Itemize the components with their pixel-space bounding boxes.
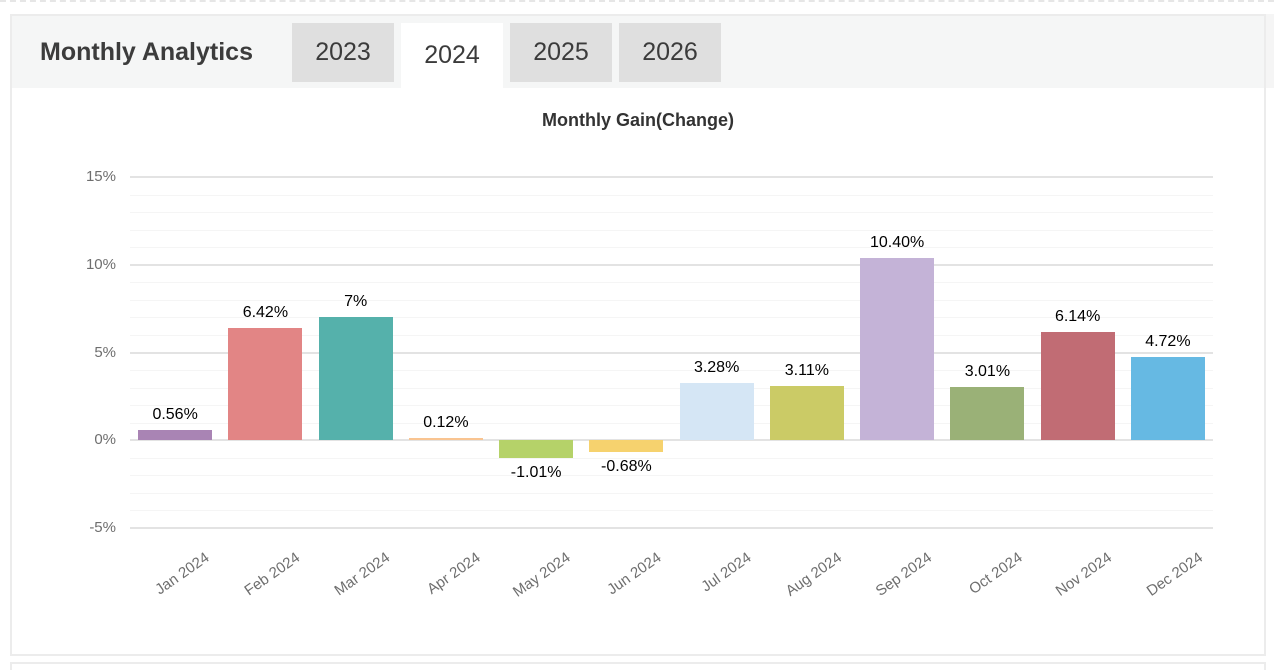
bar-apr-2024[interactable]: [408, 438, 483, 441]
x-axis-label: Dec 2024: [1143, 549, 1206, 600]
gridline-major: [130, 176, 1213, 178]
data-label: 10.40%: [869, 233, 925, 251]
data-label: 3.28%: [693, 358, 740, 376]
gridline-minor: [130, 405, 1213, 407]
gridline-minor: [130, 299, 1213, 301]
y-axis-label: 10%: [85, 255, 116, 273]
gridline-minor: [130, 370, 1213, 372]
y-axis-label: -5%: [89, 519, 116, 536]
data-label: -0.68%: [601, 458, 652, 476]
tab-2023[interactable]: 2023: [292, 23, 394, 82]
gridline-major: [130, 351, 1213, 354]
monthly-analytics-panel: Monthly Analytics 2023 2024 2025 2026 Mo…: [10, 14, 1266, 656]
bar-aug-2024[interactable]: [769, 385, 844, 441]
chart-title: Monthly Gain(Change): [542, 110, 734, 130]
gridline-minor: [130, 317, 1213, 319]
bar-dec-2024[interactable]: [1130, 357, 1205, 441]
gridline-major: [130, 527, 1213, 529]
gridline-minor: [130, 334, 1213, 336]
gridline-minor: [130, 457, 1213, 459]
bar-feb-2024[interactable]: [228, 327, 303, 441]
data-label: -1.01%: [510, 463, 562, 481]
data-label: 3.01%: [964, 363, 1011, 381]
gridline-minor: [130, 282, 1213, 284]
top-dashed-border: [0, 0, 1274, 2]
data-label: 6.42%: [242, 303, 289, 321]
x-axis-label: Nov 2024: [1053, 549, 1116, 600]
data-label: 0.12%: [423, 414, 469, 432]
monthly-gain-chart: Monthly Gain(Change) 0.56% 6.42% 7% 0.12% -1…: [12, 88, 1264, 654]
gridline-minor: [130, 475, 1213, 477]
x-axis-label: Jan 2024: [152, 549, 213, 599]
x-axis-label: Aug 2024: [782, 549, 845, 600]
tab-2024[interactable]: 2024: [401, 23, 503, 88]
bar-jun-2024[interactable]: [589, 440, 664, 453]
x-axis-label: Apr 2024: [423, 549, 484, 598]
gridline-minor: [130, 229, 1213, 231]
gridline-minor: [130, 247, 1213, 249]
next-panel-top-edge: [10, 662, 1266, 670]
x-axis-label: May 2024: [510, 549, 574, 601]
y-axis-label: 5%: [94, 343, 116, 361]
gridline-minor: [130, 422, 1213, 424]
gridline-major: [130, 263, 1213, 266]
y-axis-label: 0%: [94, 431, 116, 449]
gridline-minor: [130, 387, 1213, 389]
bar-nov-2024[interactable]: [1040, 332, 1115, 441]
x-axis-label: Sep 2024: [872, 549, 935, 600]
gridline-minor: [130, 194, 1213, 196]
tab-2025[interactable]: 2025: [510, 23, 612, 82]
bar-jul-2024[interactable]: [679, 382, 754, 441]
x-axis-label: Feb 2024: [241, 549, 304, 600]
gridline-major: [130, 439, 1213, 442]
data-label: 0.56%: [152, 406, 198, 424]
y-axis-label: 15%: [85, 168, 116, 185]
panel-header: Monthly Analytics 2023 2024 2025 2026: [12, 16, 1264, 88]
gridline-minor: [130, 492, 1213, 494]
bar-oct-2024[interactable]: [950, 387, 1025, 441]
data-label: 6.14%: [1054, 308, 1101, 326]
bar-jan-2024[interactable]: [138, 430, 213, 441]
year-tabs: 2023 2024 2025 2026: [292, 23, 721, 88]
x-axis-label: Jul 2024: [698, 549, 755, 596]
x-axis: Jan 2024 Feb 2024 Mar 2024 Apr 2024 May 2024…: [130, 543, 1213, 643]
x-axis-label: Oct 2024: [965, 549, 1026, 598]
data-label: 4.72%: [1145, 333, 1191, 351]
panel-title: Monthly Analytics: [40, 38, 253, 66]
bar-may-2024[interactable]: [499, 440, 574, 458]
x-axis-label: Mar 2024: [331, 549, 394, 600]
data-label: 7%: [344, 293, 368, 311]
data-label: 3.11%: [784, 361, 829, 379]
bar-mar-2024[interactable]: [318, 317, 393, 441]
x-axis-label: Jun 2024: [603, 549, 665, 599]
gridline-minor: [130, 212, 1213, 214]
header-overflow-strip: [1264, 14, 1274, 88]
tab-2026[interactable]: 2026: [619, 23, 721, 82]
bar-sep-2024[interactable]: [860, 257, 935, 441]
plot-area: 0.56% 6.42% 7% 0.12% -1.01% -0.68% 3.28% 3.11% 1…: [130, 176, 1213, 529]
gridline-minor: [130, 510, 1213, 512]
